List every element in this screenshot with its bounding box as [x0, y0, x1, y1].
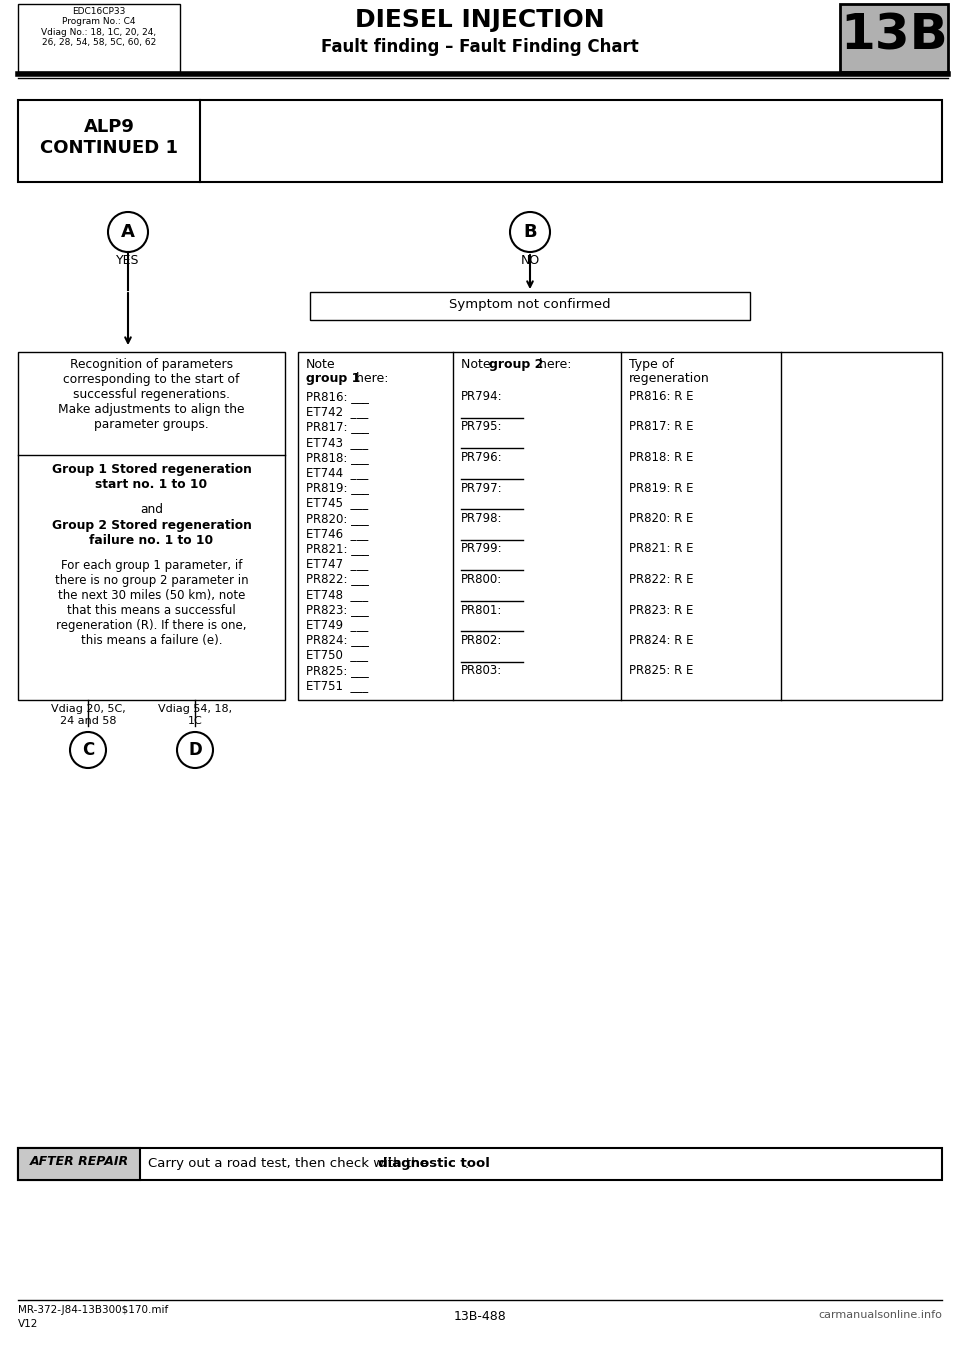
Text: and: and	[140, 502, 163, 516]
Text: ET748  ___: ET748 ___	[306, 588, 368, 600]
Text: there is no group 2 parameter in: there is no group 2 parameter in	[55, 574, 249, 587]
Text: NO: NO	[520, 254, 540, 268]
Text: PR823: R E: PR823: R E	[629, 603, 693, 617]
Bar	[298, 352, 942, 699]
Bar	[18, 1148, 942, 1180]
Text: ET742  ___: ET742 ___	[306, 405, 369, 418]
Text: Recognition of parameters
corresponding to the start of
successful regenerations: Recognition of parameters corresponding …	[59, 359, 245, 430]
Text: here:: here:	[535, 359, 571, 371]
Text: PR818: R E: PR818: R E	[629, 451, 693, 464]
Text: PR823: ___: PR823: ___	[306, 603, 369, 615]
Text: PR821: ___: PR821: ___	[306, 542, 369, 555]
Text: PR819: ___: PR819: ___	[306, 481, 369, 494]
Text: Group 1 Stored regeneration
start no. 1 to 10: Group 1 Stored regeneration start no. 1 …	[52, 463, 252, 492]
Text: PR799:: PR799:	[461, 542, 503, 555]
Text: carmanualsonline.info: carmanualsonline.info	[818, 1310, 942, 1320]
Text: PR818: ___: PR818: ___	[306, 451, 369, 464]
Text: DIESEL INJECTION: DIESEL INJECTION	[355, 8, 605, 33]
Text: PR794:: PR794:	[461, 390, 503, 403]
Text: PR820: ___: PR820: ___	[306, 512, 369, 524]
Text: ET746  ___: ET746 ___	[306, 527, 369, 539]
Bar	[18, 100, 942, 182]
Text: C: C	[82, 741, 94, 759]
Text: Carry out a road test, then check with the: Carry out a road test, then check with t…	[148, 1157, 432, 1171]
Bar	[18, 352, 285, 699]
Text: A: A	[121, 223, 135, 240]
Text: Type of: Type of	[629, 359, 674, 371]
Text: ET749  ___: ET749 ___	[306, 618, 369, 631]
Text: Note: Note	[461, 359, 494, 371]
Text: AFTER REPAIR: AFTER REPAIR	[30, 1156, 129, 1168]
Text: V12: V12	[18, 1319, 38, 1329]
Text: Note: Note	[306, 359, 336, 371]
Text: B: B	[523, 223, 537, 240]
Text: group 2: group 2	[489, 359, 543, 371]
Text: PR825: R E: PR825: R E	[629, 664, 693, 678]
Text: PR820: R E: PR820: R E	[629, 512, 693, 526]
Text: ET750  ___: ET750 ___	[306, 648, 368, 661]
Text: ALP9
CONTINUED 1: ALP9 CONTINUED 1	[40, 118, 178, 156]
Text: PR817: R E: PR817: R E	[629, 421, 693, 433]
Text: ET751  ___: ET751 ___	[306, 679, 368, 691]
Text: Symptom not confirmed: Symptom not confirmed	[449, 297, 611, 311]
Text: regeneration (R). If there is one,: regeneration (R). If there is one,	[57, 619, 247, 631]
Text: PR800:: PR800:	[461, 573, 502, 587]
Bar	[840, 4, 948, 72]
Text: PR797:: PR797:	[461, 482, 503, 494]
Bar	[18, 1148, 140, 1180]
Text: ET747  ___: ET747 ___	[306, 557, 369, 570]
Text: PR825: ___: PR825: ___	[306, 664, 369, 676]
Text: the next 30 miles (50 km), note: the next 30 miles (50 km), note	[58, 589, 245, 602]
Bar	[18, 4, 180, 72]
Text: Vdiag 20, 5C,
24 and 58: Vdiag 20, 5C, 24 and 58	[51, 703, 126, 725]
Text: Fault finding – Fault Finding Chart: Fault finding – Fault Finding Chart	[322, 38, 638, 56]
Text: 13B: 13B	[840, 12, 948, 60]
Text: MR-372-J84-13B300$170.mif: MR-372-J84-13B300$170.mif	[18, 1305, 168, 1315]
Text: PR801:: PR801:	[461, 603, 502, 617]
Text: here:: here:	[352, 372, 389, 386]
Text: PR798:: PR798:	[461, 512, 502, 526]
Text: PR816: R E: PR816: R E	[629, 390, 693, 403]
Text: PR822: R E: PR822: R E	[629, 573, 693, 587]
Text: PR795:: PR795:	[461, 421, 502, 433]
Text: PR817: ___: PR817: ___	[306, 421, 369, 433]
Text: PR796:: PR796:	[461, 451, 503, 464]
Text: ET745  ___: ET745 ___	[306, 497, 368, 509]
Text: PR819: R E: PR819: R E	[629, 482, 693, 494]
Text: Group 2 Stored regeneration
failure no. 1 to 10: Group 2 Stored regeneration failure no. …	[52, 519, 252, 547]
Text: group 1: group 1	[306, 372, 360, 386]
Text: ET743  ___: ET743 ___	[306, 436, 368, 448]
Text: that this means a successful: that this means a successful	[67, 604, 236, 617]
Text: PR824: R E: PR824: R E	[629, 634, 693, 646]
Text: ET744  ___: ET744 ___	[306, 466, 369, 479]
Text: diagnostic tool: diagnostic tool	[378, 1157, 490, 1171]
Text: YES: YES	[116, 254, 140, 268]
Text: PR822: ___: PR822: ___	[306, 573, 369, 585]
Text: PR824: ___: PR824: ___	[306, 633, 369, 646]
Text: regeneration: regeneration	[629, 372, 709, 386]
Text: Vdiag 54, 18,
1C: Vdiag 54, 18, 1C	[158, 703, 232, 725]
Text: For each group 1 parameter, if: For each group 1 parameter, if	[60, 559, 242, 572]
Bar	[310, 292, 750, 320]
Text: this means a failure (e).: this means a failure (e).	[81, 634, 223, 646]
Text: EDC16CP33
Program No.: C4
Vdiag No.: 18, 1C, 20, 24,
26, 28, 54, 58, 5C, 60, 62: EDC16CP33 Program No.: C4 Vdiag No.: 18,…	[41, 7, 156, 48]
Text: .: .	[465, 1157, 469, 1171]
Text: PR816: ___: PR816: ___	[306, 390, 369, 403]
Text: PR821: R E: PR821: R E	[629, 542, 693, 555]
Text: PR802:: PR802:	[461, 634, 502, 646]
Text: PR803:: PR803:	[461, 664, 502, 678]
Text: 13B-488: 13B-488	[454, 1310, 506, 1323]
Text: D: D	[188, 741, 202, 759]
